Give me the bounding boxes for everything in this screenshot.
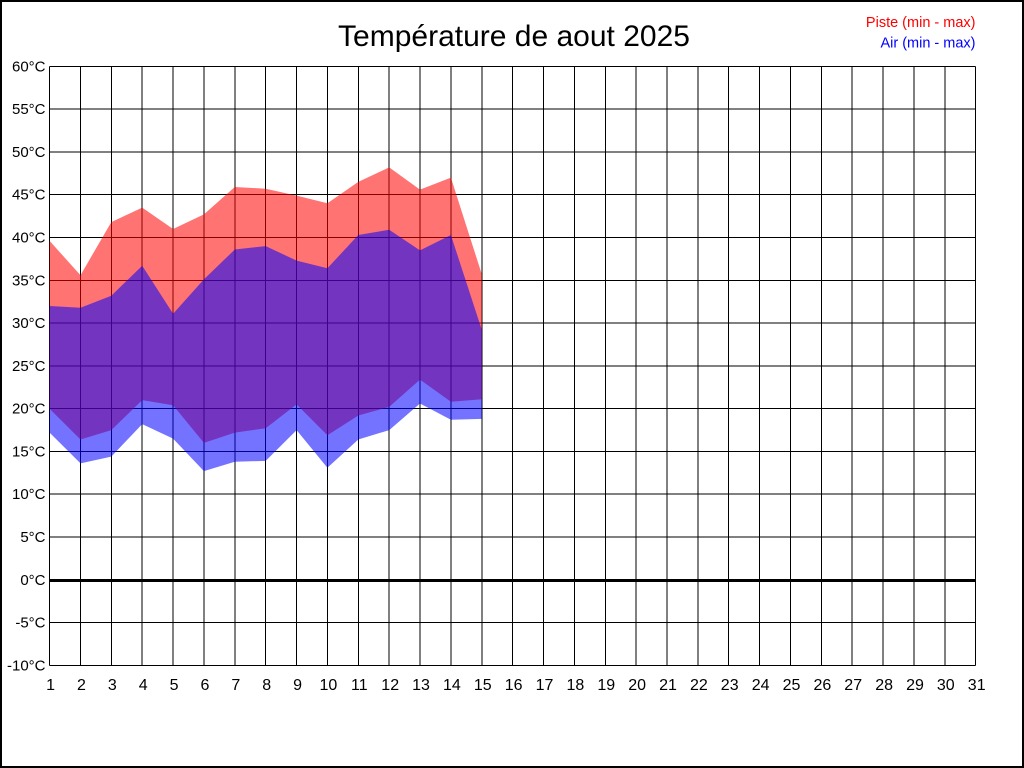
svg-text:14: 14 [443,677,461,694]
svg-text:Air (min - max): Air (min - max) [880,35,975,51]
svg-text:3: 3 [108,677,117,694]
svg-text:-5°C: -5°C [15,615,45,632]
svg-text:13: 13 [412,677,430,694]
svg-text:12: 12 [381,677,399,694]
svg-text:50°C: 50°C [12,144,46,161]
svg-text:40°C: 40°C [12,230,46,247]
svg-text:45°C: 45°C [12,187,46,204]
svg-text:10: 10 [320,677,338,694]
svg-text:30°C: 30°C [12,315,46,332]
svg-text:25: 25 [783,677,801,694]
svg-text:23: 23 [721,677,739,694]
svg-text:31: 31 [968,677,986,694]
svg-text:Température de aout 2025: Température de aout 2025 [338,20,690,53]
svg-text:9: 9 [293,677,302,694]
svg-text:55°C: 55°C [12,101,46,118]
svg-text:17: 17 [536,677,554,694]
svg-text:28: 28 [875,677,893,694]
svg-text:Piste (min - max): Piste (min - max) [866,15,976,31]
svg-text:-10°C: -10°C [7,657,46,674]
svg-text:0°C: 0°C [20,572,45,589]
svg-text:21: 21 [659,677,677,694]
svg-text:29: 29 [906,677,924,694]
svg-text:15: 15 [474,677,492,694]
svg-text:20°C: 20°C [12,401,46,418]
svg-text:35°C: 35°C [12,272,46,289]
svg-text:6: 6 [200,677,209,694]
svg-text:25°C: 25°C [12,358,46,375]
svg-text:30: 30 [937,677,955,694]
svg-text:2: 2 [77,677,86,694]
svg-text:60°C: 60°C [12,58,46,75]
svg-text:27: 27 [844,677,862,694]
svg-text:5: 5 [170,677,179,694]
svg-text:5°C: 5°C [20,529,45,546]
svg-text:11: 11 [351,677,368,694]
svg-text:24: 24 [752,677,770,694]
svg-text:16: 16 [505,677,523,694]
svg-text:10°C: 10°C [12,486,46,503]
svg-text:1: 1 [46,677,55,694]
svg-text:26: 26 [814,677,832,694]
svg-text:18: 18 [567,677,585,694]
svg-text:4: 4 [139,677,148,694]
svg-text:15°C: 15°C [12,443,46,460]
svg-text:19: 19 [597,677,615,694]
svg-text:22: 22 [690,677,708,694]
svg-text:20: 20 [628,677,646,694]
svg-text:7: 7 [231,677,240,694]
svg-text:8: 8 [262,677,271,694]
